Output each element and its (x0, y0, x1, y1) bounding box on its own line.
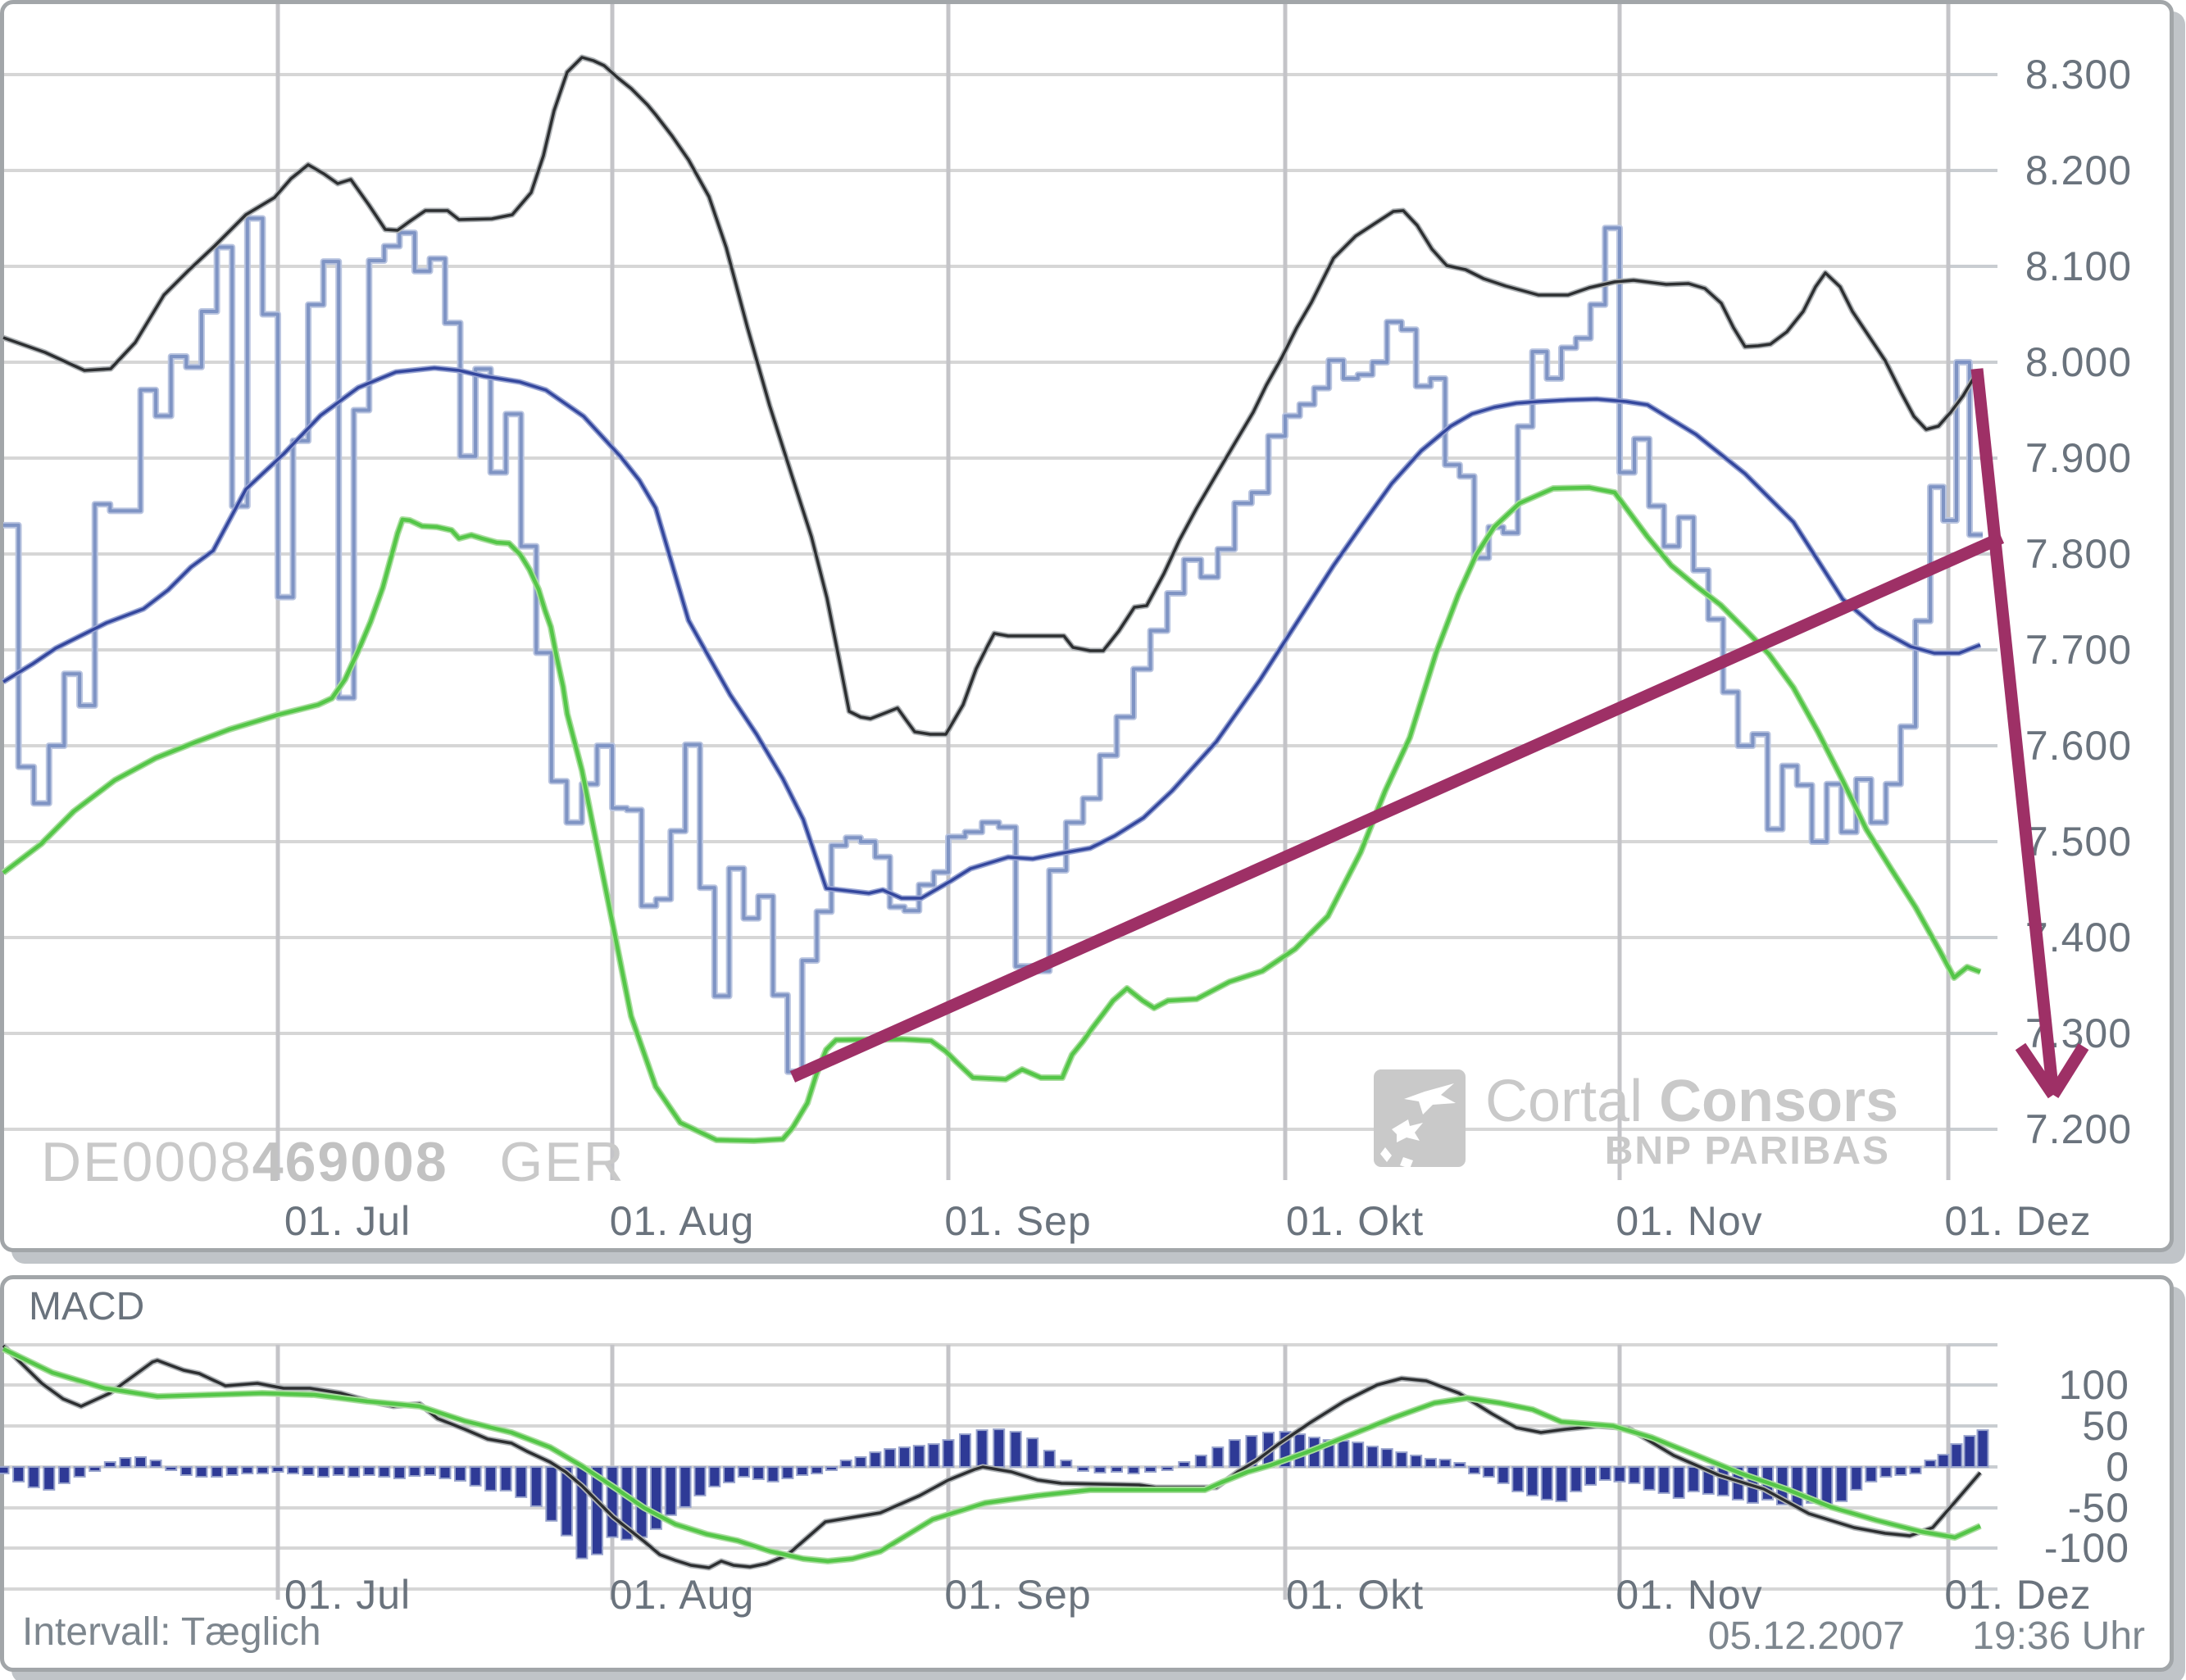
svg-text:19:36 Uhr: 19:36 Uhr (1972, 1614, 2145, 1658)
svg-text:01. Jul: 01. Jul (284, 1572, 411, 1618)
svg-text:8.300: 8.300 (2025, 52, 2132, 98)
svg-text:7.900: 7.900 (2025, 435, 2132, 481)
svg-text:7.200: 7.200 (2025, 1106, 2132, 1152)
svg-text:7.700: 7.700 (2025, 627, 2132, 673)
svg-text:01. Aug: 01. Aug (610, 1572, 755, 1618)
svg-text:01. Jul: 01. Jul (284, 1198, 411, 1244)
svg-text:MACD: MACD (29, 1285, 144, 1328)
svg-text:-50: -50 (2068, 1485, 2129, 1531)
svg-text:01. Aug: 01. Aug (610, 1198, 755, 1244)
svg-text:7.500: 7.500 (2025, 819, 2132, 865)
svg-text:8.200: 8.200 (2025, 148, 2132, 193)
svg-text:Intervall: Tæglich: Intervall: Tæglich (22, 1610, 321, 1654)
svg-text:01. Dez: 01. Dez (1944, 1198, 2091, 1244)
svg-text:8.100: 8.100 (2025, 243, 2132, 289)
svg-text:01. Okt: 01. Okt (1286, 1198, 1424, 1244)
svg-text:01. Nov: 01. Nov (1616, 1198, 1762, 1244)
svg-text:100: 100 (2059, 1362, 2129, 1408)
svg-text:05.12.2007: 05.12.2007 (1708, 1614, 1905, 1658)
svg-text:Cortal Consors: Cortal Consors (1485, 1069, 1898, 1134)
svg-text:01. Dez: 01. Dez (1944, 1572, 2091, 1618)
svg-text:7.800: 7.800 (2025, 531, 2132, 577)
svg-text:01. Okt: 01. Okt (1286, 1572, 1424, 1618)
svg-text:BNP PARIBAS: BNP PARIBAS (1605, 1129, 1890, 1173)
svg-text:01. Nov: 01. Nov (1616, 1572, 1762, 1618)
svg-text:DE0008469008 GER: DE0008469008 GER (41, 1131, 625, 1193)
svg-text:-100: -100 (2044, 1525, 2129, 1571)
svg-text:01. Sep: 01. Sep (944, 1198, 1091, 1244)
svg-text:8.000: 8.000 (2025, 339, 2132, 385)
svg-text:7.600: 7.600 (2025, 723, 2132, 769)
svg-text:01. Sep: 01. Sep (944, 1572, 1091, 1618)
svg-text:0: 0 (2106, 1444, 2129, 1490)
svg-text:50: 50 (2082, 1403, 2129, 1449)
